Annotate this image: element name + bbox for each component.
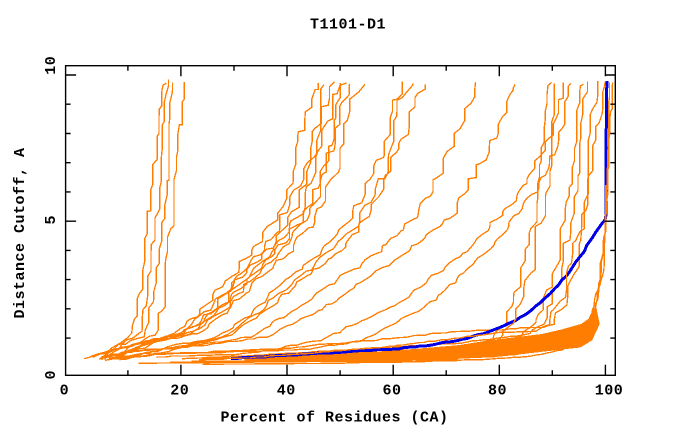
svg-text:20: 20 bbox=[170, 382, 189, 399]
svg-text:Distance Cutoff, A: Distance Cutoff, A bbox=[12, 147, 29, 318]
svg-text:40: 40 bbox=[277, 382, 296, 399]
svg-text:60: 60 bbox=[382, 382, 401, 399]
svg-text:T1101-D1: T1101-D1 bbox=[310, 17, 386, 34]
svg-text:80: 80 bbox=[488, 382, 507, 399]
svg-text:10: 10 bbox=[43, 56, 60, 75]
svg-text:0: 0 bbox=[60, 382, 70, 399]
svg-text:5: 5 bbox=[43, 215, 60, 225]
svg-text:Percent of Residues (CA): Percent of Residues (CA) bbox=[220, 410, 448, 427]
svg-text:0: 0 bbox=[43, 370, 60, 380]
svg-text:100: 100 bbox=[595, 382, 624, 399]
